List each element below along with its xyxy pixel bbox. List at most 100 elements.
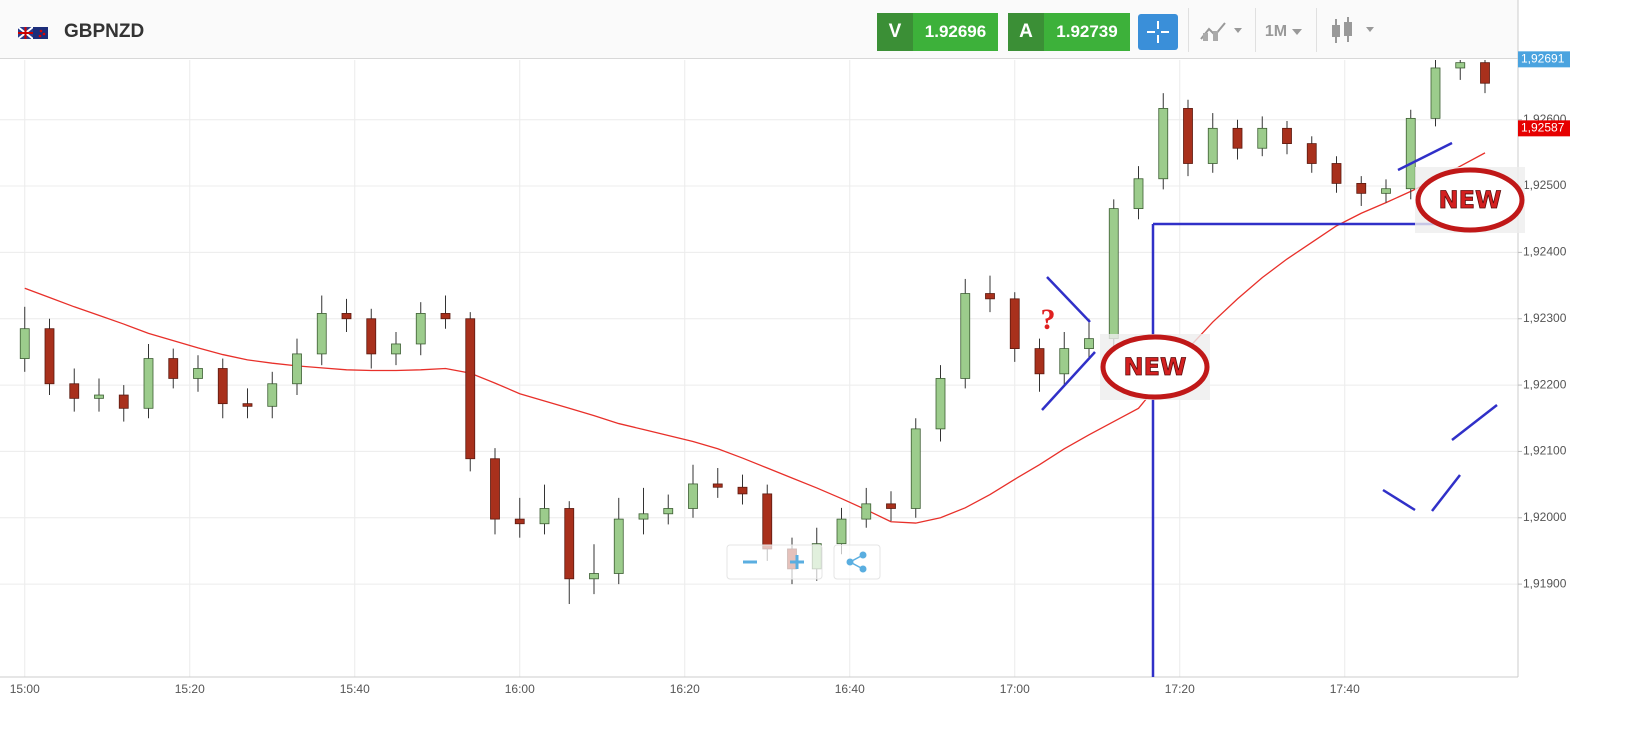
candle-body — [440, 313, 451, 320]
sticker — [1100, 334, 1210, 400]
y-tick-label: 1,91900 — [1523, 576, 1567, 590]
buy-button[interactable]: A 1.92739 — [1008, 13, 1130, 51]
price-marker — [1518, 51, 1570, 68]
x-tick-label: 16:20 — [670, 682, 700, 696]
x-tick-label: 17:40 — [1330, 682, 1360, 696]
candle-body — [1405, 117, 1416, 190]
candle-body — [1232, 127, 1243, 149]
price-marker-label: 1,92587 — [1521, 121, 1565, 135]
candle-body — [1108, 208, 1119, 340]
candle-body — [316, 313, 327, 355]
candle-body — [391, 343, 401, 355]
candle-body — [1356, 182, 1367, 194]
candle-body — [910, 428, 921, 509]
candle-body — [1430, 67, 1441, 119]
candle-body — [1257, 127, 1268, 149]
candle-body — [69, 383, 80, 399]
sticker-bg — [1100, 334, 1210, 400]
buy-label: A — [1008, 13, 1044, 51]
zoom-controls — [726, 544, 881, 580]
sticker-bg — [1415, 167, 1525, 233]
annotation-text: ? — [1041, 303, 1056, 336]
candle-body — [242, 403, 253, 407]
trend-line — [1046, 276, 1091, 323]
candle-body — [985, 293, 995, 300]
candle-body — [366, 318, 377, 355]
candle-body — [168, 358, 179, 379]
sell-button[interactable]: V 1.92696 — [877, 13, 998, 51]
x-tick-label: 16:40 — [835, 682, 865, 696]
candle-body — [1059, 348, 1070, 375]
flag-icon — [18, 26, 48, 40]
chart-type-button[interactable] — [1197, 17, 1247, 47]
x-tick-label: 17:00 — [1000, 682, 1030, 696]
trend-line — [1431, 474, 1461, 512]
candle-body — [1133, 178, 1144, 210]
share-button[interactable] — [833, 544, 881, 580]
candle-body — [44, 328, 55, 385]
trend-line — [1397, 141, 1453, 172]
candle-body — [886, 503, 896, 509]
symbol: GBPNZD — [64, 21, 145, 42]
zoom-panel[interactable] — [726, 544, 823, 580]
candle-body — [1381, 188, 1391, 194]
price-marker — [1518, 120, 1570, 137]
price-marker-label: 1,92691 — [1521, 52, 1565, 66]
timeframe: 1M — [1264, 23, 1288, 40]
candle-body — [787, 548, 797, 570]
candle-body — [836, 518, 847, 545]
y-tick-label: 1,92000 — [1523, 510, 1567, 524]
candle-body — [861, 503, 872, 520]
candle-body — [292, 353, 302, 385]
candle-body — [1034, 348, 1045, 375]
candle-body — [762, 493, 773, 550]
sticker — [1415, 167, 1525, 233]
separator — [1188, 8, 1189, 52]
candle-body — [193, 368, 203, 379]
candle-body — [94, 394, 104, 399]
candle-body — [118, 394, 129, 409]
candle-style-button[interactable] — [1328, 14, 1378, 48]
candle-body — [935, 378, 946, 430]
candle-body — [143, 358, 154, 409]
y-tick-label: 1,92200 — [1523, 377, 1567, 391]
candle-body — [1084, 338, 1094, 349]
candle-body — [1183, 108, 1193, 164]
candle-body — [1282, 127, 1292, 144]
x-tick-label: 15:00 — [10, 682, 40, 696]
candle-body — [1306, 143, 1317, 164]
share-icon — [848, 554, 864, 570]
moving-average — [24, 152, 1486, 524]
candle-body — [663, 508, 674, 515]
share-icon — [846, 551, 867, 573]
timeframe-button[interactable]: 1M — [1256, 14, 1312, 50]
candle-body — [688, 483, 698, 509]
candle-body — [267, 383, 278, 407]
candle-body — [638, 513, 649, 520]
drawings — [1041, 141, 1498, 677]
y-tick-label: 1,92100 — [1523, 444, 1567, 458]
candle-body — [341, 313, 352, 320]
candle-body — [1480, 62, 1490, 84]
candle-body — [1009, 298, 1020, 349]
candle-body — [737, 486, 748, 495]
y-tick-label: 1,92600 — [1523, 112, 1567, 126]
crosshair-button[interactable] — [1138, 14, 1178, 50]
candle-body — [564, 508, 575, 580]
plot-area — [0, 60, 1518, 677]
trend-line — [1041, 351, 1096, 411]
candle-body — [1158, 108, 1169, 180]
buy-price: 1.92739 — [1056, 22, 1118, 41]
header: GBPNZD V 1.92696 A 1.92739 1M — [0, 0, 1518, 59]
x-tick-label: 17:20 — [1165, 682, 1195, 696]
candle-body — [712, 483, 723, 488]
dropdown-arrow — [1292, 29, 1303, 35]
sell-label: V — [877, 13, 913, 51]
candle-body — [1207, 127, 1218, 164]
y-tick-label: 1,92400 — [1523, 245, 1567, 259]
trend-line — [1451, 404, 1498, 441]
candle-body — [19, 328, 30, 359]
sell-price: 1.92696 — [924, 22, 987, 41]
